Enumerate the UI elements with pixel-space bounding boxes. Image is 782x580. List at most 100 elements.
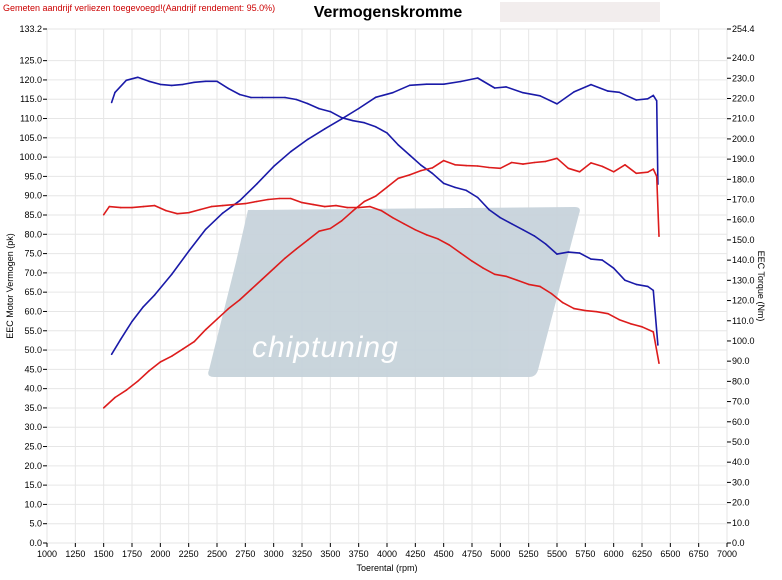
y-right-tick-label: 160.0 xyxy=(732,215,755,225)
data-point xyxy=(306,102,309,105)
data-point xyxy=(125,79,128,82)
y-left-tick-label: 20.0 xyxy=(24,461,42,471)
data-point xyxy=(612,171,615,173)
data-point xyxy=(255,183,258,185)
data-point xyxy=(499,216,502,219)
data-point xyxy=(629,323,632,325)
data-point xyxy=(595,310,598,313)
data-point xyxy=(612,267,615,270)
y-left-tick-label: 100.0 xyxy=(19,152,42,162)
data-point xyxy=(522,163,524,165)
y-left-tick-label: 50.0 xyxy=(24,345,42,355)
data-point xyxy=(199,208,201,211)
data-point xyxy=(425,83,428,85)
data-point xyxy=(278,197,281,200)
data-point xyxy=(454,164,456,166)
y-left-tick-label: 133.2 xyxy=(19,24,42,34)
data-point xyxy=(658,235,660,237)
data-point xyxy=(618,318,621,321)
data-point xyxy=(459,80,462,83)
y-left-tick-label: 35.0 xyxy=(24,403,42,413)
y-right-tick-label: 30.0 xyxy=(732,477,750,487)
data-point xyxy=(267,198,269,201)
x-tick-label: 6500 xyxy=(660,549,680,559)
data-point xyxy=(533,161,536,164)
data-point xyxy=(114,396,116,399)
x-tick-label: 5500 xyxy=(547,549,567,559)
y-left-tick-label: 95.0 xyxy=(24,171,42,181)
data-point xyxy=(652,168,655,170)
data-point xyxy=(210,205,213,208)
data-point xyxy=(652,94,655,97)
y-left-tick-label: 55.0 xyxy=(24,326,42,336)
data-point xyxy=(573,307,575,310)
data-point xyxy=(114,91,116,94)
data-point xyxy=(284,257,286,260)
y-left-tick-label: 90.0 xyxy=(24,191,42,201)
data-point xyxy=(306,239,309,241)
x-tick-label: 5750 xyxy=(575,549,595,559)
data-point xyxy=(357,206,360,209)
data-point xyxy=(448,244,451,246)
data-point xyxy=(238,199,241,202)
data-point xyxy=(590,258,592,260)
data-point xyxy=(522,229,524,231)
data-point xyxy=(556,157,558,160)
y-right-tick-label: 210.0 xyxy=(732,114,755,124)
data-point xyxy=(306,138,309,141)
data-point xyxy=(216,318,218,321)
data-point xyxy=(386,186,388,188)
data-point xyxy=(420,164,422,166)
data-point xyxy=(131,320,133,323)
y-right-tick-label: 230.0 xyxy=(732,73,755,83)
y-left-tick-label: 65.0 xyxy=(24,287,42,297)
data-point xyxy=(607,312,609,315)
data-point xyxy=(578,252,581,254)
data-point xyxy=(119,206,122,209)
data-point xyxy=(658,362,660,365)
x-tick-label: 1750 xyxy=(122,549,142,559)
data-point xyxy=(176,212,179,215)
y-left-tick-label: 30.0 xyxy=(24,422,42,432)
watermark-text: chiptuning xyxy=(252,331,399,364)
data-point xyxy=(374,96,377,99)
x-tick-label: 3500 xyxy=(320,549,340,559)
x-tick-label: 5000 xyxy=(490,549,510,559)
data-point xyxy=(272,165,275,168)
data-point xyxy=(408,154,411,156)
x-tick-label: 2000 xyxy=(150,549,170,559)
y-left-tick-label: 60.0 xyxy=(24,306,42,316)
y-left-tick-label: 0.0 xyxy=(29,538,42,548)
data-point xyxy=(102,213,105,216)
data-point xyxy=(227,87,230,90)
x-tick-label: 1500 xyxy=(94,549,114,559)
data-point xyxy=(516,279,519,282)
data-point xyxy=(380,209,383,212)
data-point xyxy=(165,209,167,212)
data-point xyxy=(414,229,417,231)
y-right-tick-label: 140.0 xyxy=(732,255,755,265)
data-point xyxy=(408,84,411,87)
data-point xyxy=(125,389,128,392)
data-point xyxy=(442,83,445,85)
data-point xyxy=(346,206,349,209)
data-point xyxy=(153,294,156,296)
data-point xyxy=(238,93,241,96)
data-point xyxy=(556,103,558,105)
data-point xyxy=(170,84,173,87)
data-point xyxy=(655,100,658,102)
data-point xyxy=(544,243,547,245)
data-point xyxy=(340,220,343,222)
y-right-tick-label: 200.0 xyxy=(732,134,755,144)
drive-loss-note: Gemeten aandrijf verliezen toegevoegd!(A… xyxy=(3,3,275,13)
y-left-tick-label: 40.0 xyxy=(24,384,42,394)
data-point xyxy=(255,200,258,203)
y-left-tick-label: 105.0 xyxy=(19,133,42,143)
y-left-tick-label: 85.0 xyxy=(24,210,42,220)
data-point xyxy=(148,370,150,372)
data-point xyxy=(493,87,496,89)
y-right-tick-label: 0.0 xyxy=(732,538,745,548)
data-point xyxy=(204,80,207,83)
data-point xyxy=(652,289,655,292)
data-point xyxy=(522,91,524,94)
